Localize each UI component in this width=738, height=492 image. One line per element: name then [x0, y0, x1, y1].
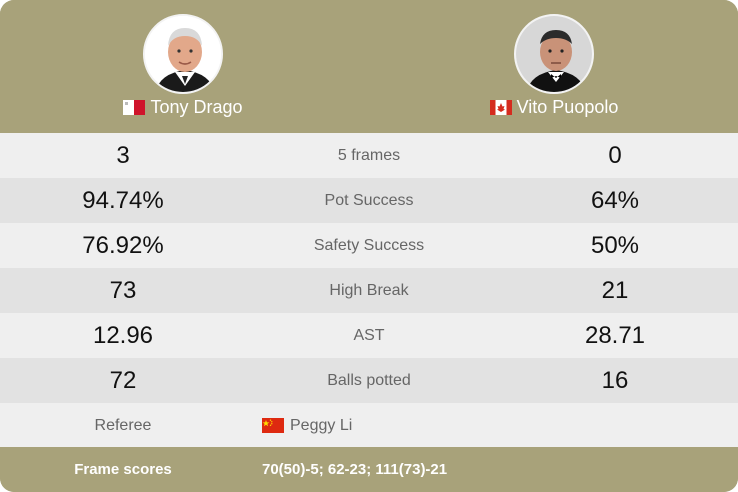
stat-row-ast: 12.96 AST 28.71 [0, 313, 738, 358]
stat-left-value: 76.92% [82, 232, 164, 259]
player-left-name-row: Tony Drago [83, 96, 283, 118]
stat-left-value: 94.74% [82, 187, 164, 214]
stat-right-value: 21 [601, 277, 629, 304]
stat-label: Safety Success [313, 237, 425, 254]
player-right: Vito Puopolo [454, 14, 654, 118]
stat-label: Balls potted [327, 372, 411, 389]
china-flag-icon [262, 418, 284, 433]
referee-value: Peggy Li [262, 403, 352, 448]
stat-left-value: 73 [109, 277, 137, 304]
frame-scores-footer: Frame scores 70(50)-5; 62-23; 111(73)-21 [0, 447, 738, 492]
stat-label: AST [353, 327, 385, 344]
match-header: Tony Drago [0, 0, 738, 133]
frame-scores-label: Frame scores [74, 461, 172, 478]
player-left: Tony Drago [83, 14, 283, 118]
stat-row-high-break: 73 High Break 21 [0, 268, 738, 313]
malta-flag-icon [123, 99, 146, 115]
stat-right-value: 16 [601, 367, 629, 394]
stat-right-value: 50% [590, 232, 640, 259]
player-left-avatar[interactable] [143, 14, 223, 94]
stat-row-balls-potted: 72 Balls potted 16 [0, 358, 738, 403]
player-right-name[interactable]: Vito Puopolo [516, 97, 619, 117]
stat-left-value: 3 [116, 142, 130, 169]
player-left-name[interactable]: Tony Drago [150, 97, 243, 117]
stat-right-value: 28.71 [584, 322, 646, 349]
referee-row: Referee Peggy Li [0, 403, 738, 448]
stat-label: Pot Success [324, 192, 414, 209]
stat-left-value: 72 [109, 367, 137, 394]
stat-row-pot-success: 94.74% Pot Success 64% [0, 178, 738, 223]
referee-name[interactable]: Peggy Li [290, 416, 353, 434]
stat-right-value: 64% [590, 187, 640, 214]
referee-label: Referee [94, 417, 152, 434]
stat-label: High Break [329, 282, 409, 299]
stat-right-value: 0 [608, 142, 622, 169]
player-right-avatar[interactable] [514, 14, 594, 94]
stat-row-frames: 3 5 frames 0 [0, 133, 738, 178]
stats-table: 3 5 frames 0 94.74% Pot Success 64% 76.9… [0, 133, 738, 448]
stat-row-safety-success: 76.92% Safety Success 50% [0, 223, 738, 268]
stat-label: 5 frames [337, 147, 401, 164]
stat-left-value: 12.96 [92, 322, 154, 349]
player-right-name-row: Vito Puopolo [454, 96, 654, 118]
canada-flag-icon [489, 99, 512, 115]
frame-scores-value: 70(50)-5; 62-23; 111(73)-21 [262, 461, 448, 478]
